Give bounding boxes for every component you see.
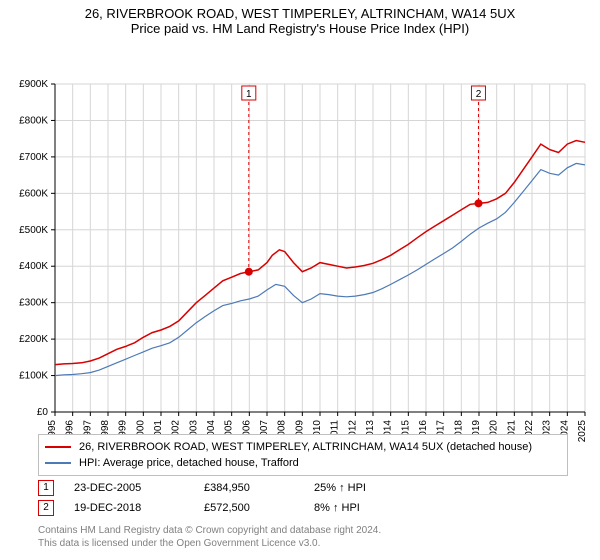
title-line-1: 26, RIVERBROOK ROAD, WEST TIMPERLEY, ALT… xyxy=(0,6,600,21)
marker-row: 1 23-DEC-2005£384,95025% ↑ HPI xyxy=(38,478,568,498)
marker-tag: 2 xyxy=(38,500,54,516)
marker-hpi-delta: 25% ↑ HPI xyxy=(314,482,434,494)
legend-swatch xyxy=(45,462,71,464)
legend-row: 26, RIVERBROOK ROAD, WEST TIMPERLEY, ALT… xyxy=(45,439,561,455)
footnote: Contains HM Land Registry data © Crown c… xyxy=(38,524,381,550)
footnote-line-2: This data is licensed under the Open Gov… xyxy=(38,537,381,550)
svg-text:£400K: £400K xyxy=(19,261,48,272)
marker-price: £384,950 xyxy=(204,482,314,494)
svg-text:£300K: £300K xyxy=(19,298,48,309)
legend-label: HPI: Average price, detached house, Traf… xyxy=(79,455,299,471)
svg-text:£500K: £500K xyxy=(19,225,48,236)
footnote-line-1: Contains HM Land Registry data © Crown c… xyxy=(38,524,381,537)
svg-text:£900K: £900K xyxy=(19,79,48,90)
marker-hpi-delta: 8% ↑ HPI xyxy=(314,502,434,514)
marker-price: £572,500 xyxy=(204,502,314,514)
svg-text:£100K: £100K xyxy=(19,371,48,382)
legend-label: 26, RIVERBROOK ROAD, WEST TIMPERLEY, ALT… xyxy=(79,439,532,455)
svg-text:£200K: £200K xyxy=(19,334,48,345)
legend-row: HPI: Average price, detached house, Traf… xyxy=(45,455,561,471)
marker-tag: 1 xyxy=(38,480,54,496)
title-line-2: Price paid vs. HM Land Registry's House … xyxy=(0,21,600,36)
marker-row: 2 19-DEC-2018£572,5008% ↑ HPI xyxy=(38,498,568,518)
svg-text:£600K: £600K xyxy=(19,188,48,199)
marker-date: 19-DEC-2018 xyxy=(74,502,204,514)
svg-text:2025: 2025 xyxy=(577,420,588,443)
chart-title-block: 26, RIVERBROOK ROAD, WEST TIMPERLEY, ALT… xyxy=(0,0,600,36)
svg-text:2: 2 xyxy=(476,89,482,100)
legend-box: 26, RIVERBROOK ROAD, WEST TIMPERLEY, ALT… xyxy=(38,434,568,476)
svg-text:1: 1 xyxy=(246,89,252,100)
marker-date: 23-DEC-2005 xyxy=(74,482,204,494)
svg-text:£700K: £700K xyxy=(19,152,48,163)
svg-text:£0: £0 xyxy=(37,407,49,418)
price-chart: £0 £100K £200K £300K £400K £500K £600K £700K £80… xyxy=(0,36,600,466)
sale-marker-table: 1 23-DEC-2005£384,95025% ↑ HPI 2 19-DEC-201… xyxy=(38,478,568,518)
svg-text:£800K: £800K xyxy=(19,115,48,126)
legend-swatch xyxy=(45,446,71,448)
